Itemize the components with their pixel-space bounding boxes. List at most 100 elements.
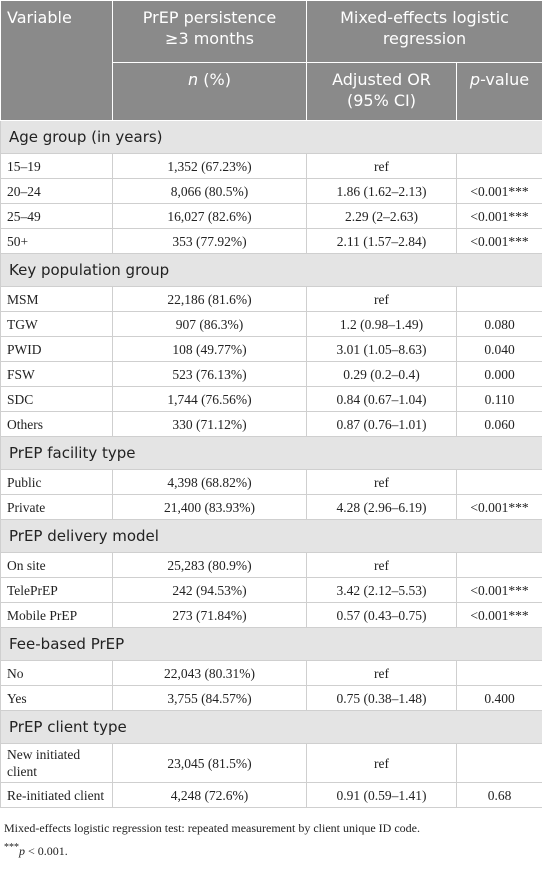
section-row: PrEP client type bbox=[0, 710, 542, 744]
p-cell: <0.001*** bbox=[455, 494, 542, 520]
variable-cell: 15–19 bbox=[0, 153, 113, 179]
n-cell: 8,066 (80.5%) bbox=[112, 178, 307, 204]
header-line: PrEP persistence bbox=[142, 8, 277, 27]
p-cell: <0.001*** bbox=[455, 203, 542, 229]
or-cell: 2.11 (1.57–2.84) bbox=[306, 228, 457, 254]
data-row: MSM 22,186 (81.6%) ref bbox=[0, 286, 542, 312]
or-cell: ref bbox=[306, 469, 457, 495]
n-cell: 523 (76.13%) bbox=[112, 361, 307, 387]
variable-cell: FSW bbox=[0, 361, 113, 387]
p-cell bbox=[455, 286, 542, 312]
p-cell bbox=[455, 153, 542, 179]
n-cell: 4,248 (72.6%) bbox=[112, 782, 307, 808]
p-cell: 0.68 bbox=[455, 782, 542, 808]
or-cell: 0.57 (0.43–0.75) bbox=[306, 602, 457, 628]
data-row: On site 25,283 (80.9%) ref bbox=[0, 552, 542, 578]
italic: p bbox=[19, 844, 25, 858]
section-row: PrEP facility type bbox=[0, 436, 542, 470]
variable-cell: No bbox=[0, 660, 113, 686]
header-variable: Variable bbox=[0, 0, 113, 121]
or-cell: ref bbox=[306, 153, 457, 179]
p-cell: 0.040 bbox=[455, 336, 542, 362]
variable-cell: Mobile PrEP bbox=[0, 602, 113, 628]
header-mixed: Mixed-effects logistic regression bbox=[305, 0, 542, 63]
n-cell: 25,283 (80.9%) bbox=[112, 552, 307, 578]
or-cell: 3.01 (1.05–8.63) bbox=[306, 336, 457, 362]
variable-cell: Yes bbox=[0, 685, 113, 711]
variable-cell: TelePrEP bbox=[0, 577, 113, 603]
p-cell: 0.400 bbox=[455, 685, 542, 711]
stars: *** bbox=[4, 842, 19, 853]
n-cell: 16,027 (82.6%) bbox=[112, 203, 307, 229]
section-title: Age group (in years) bbox=[0, 120, 542, 154]
footnote: ***p < 0.001. bbox=[4, 838, 538, 861]
or-cell: 1.86 (1.62–2.13) bbox=[306, 178, 457, 204]
or-cell: ref bbox=[306, 743, 457, 783]
variable-cell: SDC bbox=[0, 386, 113, 412]
n-cell: 273 (71.84%) bbox=[112, 602, 307, 628]
footnote-text: < 0.001. bbox=[25, 844, 68, 858]
n-cell: 22,186 (81.6%) bbox=[112, 286, 307, 312]
footnote: Mixed-effects logistic regression test: … bbox=[4, 821, 420, 835]
data-row: PWID 108 (49.77%) 3.01 (1.05–8.63) 0.040 bbox=[0, 336, 542, 362]
data-row: FSW 523 (76.13%) 0.29 (0.2–0.4) 0.000 bbox=[0, 361, 542, 387]
or-cell: 3.42 (2.12–5.53) bbox=[306, 577, 457, 603]
p-cell bbox=[455, 552, 542, 578]
variable-cell: Others bbox=[0, 411, 113, 437]
p-cell: <0.001*** bbox=[455, 228, 542, 254]
data-row: Others 330 (71.12%) 0.87 (0.76–1.01) 0.060 bbox=[0, 411, 542, 437]
or-cell: ref bbox=[306, 552, 457, 578]
p-cell: <0.001*** bbox=[455, 178, 542, 204]
data-row: New initiated client 23,045 (81.5%) ref bbox=[0, 743, 542, 783]
p-cell bbox=[455, 660, 542, 686]
variable-cell: 25–49 bbox=[0, 203, 113, 229]
n-cell: 23,045 (81.5%) bbox=[112, 743, 307, 783]
or-cell: 0.91 (0.59–1.41) bbox=[306, 782, 457, 808]
data-row: 15–19 1,352 (67.23%) ref bbox=[0, 153, 542, 179]
n-cell: 1,744 (76.56%) bbox=[112, 386, 307, 412]
or-cell: 0.84 (0.67–1.04) bbox=[306, 386, 457, 412]
n-cell: 4,398 (68.82%) bbox=[112, 469, 307, 495]
n-cell: 330 (71.12%) bbox=[112, 411, 307, 437]
n-cell: 3,755 (84.57%) bbox=[112, 685, 307, 711]
data-row: TelePrEP 242 (94.53%) 3.42 (2.12–5.53) <0.0… bbox=[0, 577, 542, 603]
italic: n bbox=[188, 70, 199, 89]
or-cell: ref bbox=[306, 286, 457, 312]
section-title: PrEP client type bbox=[0, 710, 542, 744]
n-cell: 907 (86.3%) bbox=[112, 311, 307, 337]
variable-cell: 20–24 bbox=[0, 178, 113, 204]
header-line: ≥3 months bbox=[165, 29, 254, 48]
data-row: TGW 907 (86.3%) 1.2 (0.98–1.49) 0.080 bbox=[0, 311, 542, 337]
data-row: SDC 1,744 (76.56%) 0.84 (0.67–1.04) 0.110 bbox=[0, 386, 542, 412]
p-cell: 0.000 bbox=[455, 361, 542, 387]
variable-cell: On site bbox=[0, 552, 113, 578]
variable-cell: Re-initiated client bbox=[0, 782, 113, 808]
data-row: No 22,043 (80.31%) ref bbox=[0, 660, 542, 686]
italic: p bbox=[469, 70, 481, 89]
p-cell: <0.001*** bbox=[455, 577, 542, 603]
variable-cell: PWID bbox=[0, 336, 113, 362]
or-cell: 4.28 (2.96–6.19) bbox=[306, 494, 457, 520]
footnotes: Mixed-effects logistic regression test: … bbox=[0, 808, 542, 861]
n-cell: 1,352 (67.23%) bbox=[112, 153, 307, 179]
section-row: PrEP delivery model bbox=[0, 519, 542, 553]
p-cell bbox=[455, 469, 542, 495]
table-body: Age group (in years) 15–19 1,352 (67.23%) r… bbox=[0, 120, 542, 808]
data-row: Re-initiated client 4,248 (72.6%) 0.91 (0.… bbox=[0, 782, 542, 808]
data-row: Yes 3,755 (84.57%) 0.75 (0.38–1.48) 0.400 bbox=[0, 685, 542, 711]
header-persistence: PrEP persistence ≥3 months bbox=[112, 0, 307, 63]
variable-cell: MSM bbox=[0, 286, 113, 312]
or-cell: 0.29 (0.2–0.4) bbox=[306, 361, 457, 387]
or-cell: 1.2 (0.98–1.49) bbox=[306, 311, 457, 337]
n-cell: 22,043 (80.31%) bbox=[112, 660, 307, 686]
n-cell: 353 (77.92%) bbox=[112, 228, 307, 254]
section-title: Fee-based PrEP bbox=[0, 627, 542, 661]
n-cell: 242 (94.53%) bbox=[112, 577, 307, 603]
or-cell: ref bbox=[306, 660, 457, 686]
variable-cell: New initiated client bbox=[0, 743, 113, 783]
section-row: Age group (in years) bbox=[0, 120, 542, 154]
p-cell bbox=[455, 743, 542, 783]
n-cell: 108 (49.77%) bbox=[112, 336, 307, 362]
p-cell: 0.110 bbox=[455, 386, 542, 412]
